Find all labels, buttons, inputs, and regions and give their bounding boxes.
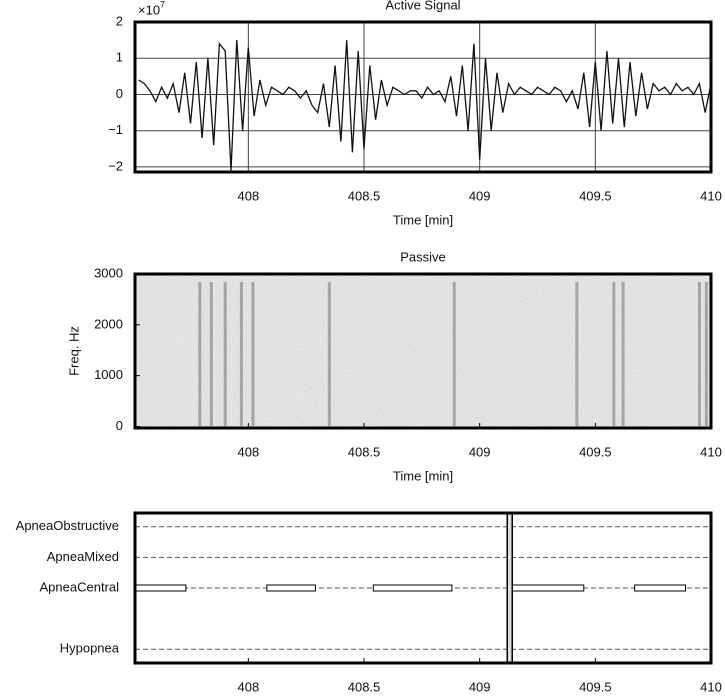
- spectrogram-streak: [239, 282, 243, 426]
- x-tick-label: 409.5: [579, 188, 612, 203]
- y-tick-label: 1000: [94, 367, 123, 382]
- x-tick-label: 409: [469, 188, 491, 203]
- x-tick-label: 408.5: [348, 444, 381, 459]
- x-axis-label: Time [min]: [393, 212, 453, 227]
- y-axis-label: Freq. Hz: [66, 326, 81, 376]
- event-bar: [134, 584, 187, 592]
- chart-title: Active Signal: [385, 0, 460, 12]
- spectrogram-streak: [612, 282, 616, 426]
- spectrogram-streak: [251, 282, 255, 426]
- spectrogram-streak: [452, 282, 456, 426]
- event-bar: [634, 584, 687, 592]
- y-scale-exponent: 7: [160, 0, 165, 9]
- panel: ×10 7 Active Signal Time [min] 408 408.5 409 40…: [108, 0, 722, 227]
- spectrogram-streak: [697, 282, 701, 426]
- x-tick-label: 409: [469, 444, 491, 459]
- event-bar: [372, 584, 453, 592]
- spectrogram-streak: [575, 282, 579, 426]
- panel: Freq. Hz Passive Time [min] 408 408.5 409 409.…: [66, 249, 721, 483]
- spectrogram-streak: [704, 282, 708, 426]
- x-tick-label: 410: [700, 444, 722, 459]
- y-tick-label: ApneaMixed: [47, 549, 119, 564]
- y-scale-base: ×10: [138, 2, 160, 17]
- y-tick-label: ApneaCentral: [40, 579, 120, 594]
- y-tick-label: −2: [108, 158, 123, 173]
- x-tick-label: 408: [237, 188, 259, 203]
- spectrogram-streak: [327, 282, 331, 426]
- spectrogram-streak: [621, 282, 625, 426]
- x-tick-label: 410: [700, 188, 722, 203]
- plot-frame: [133, 511, 713, 665]
- y-tick-label: 3000: [94, 265, 123, 280]
- x-tick-label: 408.5: [348, 188, 381, 203]
- y-tick-label: Hypopnea: [60, 641, 120, 656]
- y-tick-label: 0: [116, 418, 123, 433]
- event-bar: [511, 584, 585, 592]
- event-bar: [266, 584, 316, 592]
- y-tick-label: ApneaObstructive: [16, 518, 119, 533]
- x-tick-label: 409.5: [579, 444, 612, 459]
- x-tick-label: 408: [237, 444, 259, 459]
- y-tick-label: 2000: [94, 316, 123, 331]
- cursor: [506, 512, 513, 664]
- y-tick-label: 1: [116, 50, 123, 65]
- y-tick-label: 2: [116, 13, 123, 28]
- panel: 408 408.5 409 409.5 410 ApneaObstructive Apnea…: [16, 511, 722, 694]
- spectrogram-streak: [223, 282, 227, 426]
- y-tick-label: 0: [116, 86, 123, 101]
- x-tick-label: 409: [469, 679, 491, 694]
- y-tick-label: −1: [108, 122, 123, 137]
- signal-line: [138, 40, 711, 171]
- x-axis-label: Time [min]: [393, 468, 453, 483]
- plot-frame: [133, 20, 713, 174]
- x-tick-label: 408: [237, 679, 259, 694]
- x-tick-label: 410: [700, 679, 722, 694]
- spectrogram-streak: [209, 282, 213, 426]
- spectrogram-streak: [198, 282, 202, 426]
- spectrogram-noise: [135, 274, 711, 428]
- chart-title: Passive: [400, 249, 446, 264]
- x-tick-label: 408.5: [348, 679, 381, 694]
- x-tick-label: 409.5: [579, 679, 612, 694]
- plot-frame: [133, 272, 713, 430]
